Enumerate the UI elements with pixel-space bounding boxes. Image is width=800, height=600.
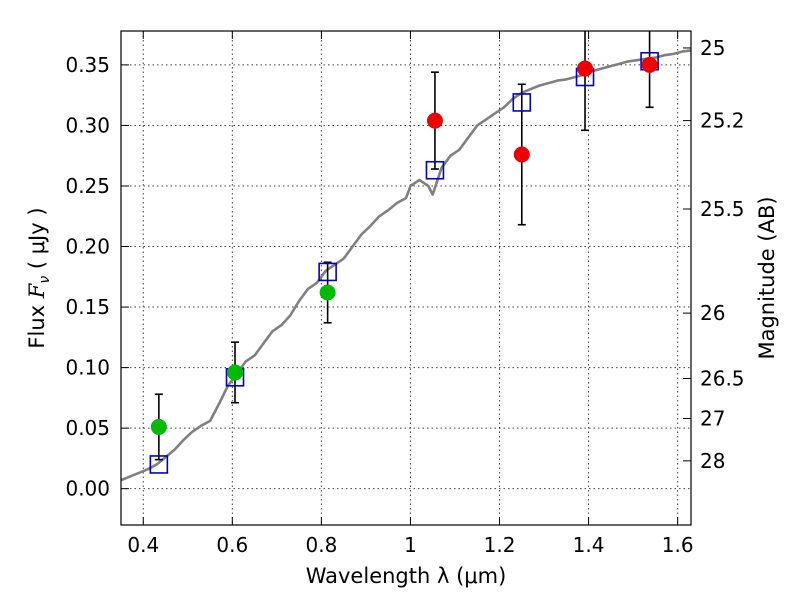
observed-point-red [426, 112, 443, 129]
y2-tick-label: 25.5 [700, 197, 745, 221]
observed-point-red [577, 60, 594, 77]
y-tick-label: 0.05 [65, 416, 110, 440]
x-tick-label: 1.2 [484, 533, 516, 557]
y-tick-label: 0.35 [65, 53, 110, 77]
y2-axis-label: Magnitude (AB) [755, 196, 779, 359]
axis-ticks: 0.4 0.6 0.8 1 1.2 1.4 1.6 0.00 0.05 0.10 0.15 0.20 0… [65, 31, 745, 557]
x-axis-label: Wavelength λ (μm) [306, 564, 507, 588]
observed-point-green [150, 418, 167, 435]
y-tick-label: 0.25 [65, 174, 110, 198]
data-layer [121, 31, 691, 482]
y-tick-label: 0.20 [65, 235, 110, 259]
y2-tick-label: 26 [700, 301, 725, 325]
observed-point-red [513, 146, 530, 163]
grid-lines [121, 31, 691, 525]
y-tick-label: 0.30 [65, 113, 110, 137]
model-spectrum-line [121, 49, 691, 482]
y-axis-label-var: F [25, 282, 49, 299]
y-tick-label: 0.10 [65, 356, 110, 380]
observed-point-red [641, 56, 658, 73]
model-band-square [512, 93, 532, 112]
y-axis-label-sub: ν [37, 276, 53, 284]
y-axis-label: Flux Fν ( μJy ) [25, 207, 53, 348]
model-band-square [149, 455, 169, 474]
plot-frame [120, 30, 692, 526]
observed-point-green [319, 284, 336, 301]
model-band-square [425, 160, 445, 180]
y-axis-label-unit: ( μJy ) [25, 207, 49, 275]
y2-tick-label: 26.5 [700, 366, 745, 390]
x-tick-label: 0.6 [216, 533, 248, 557]
x-tick-label: 1.4 [573, 533, 605, 557]
plot-background [121, 31, 691, 525]
x-tick-label: 0.4 [127, 533, 159, 557]
y-tick-label: 0.00 [65, 477, 110, 501]
y2-tick-label: 25 [700, 36, 725, 60]
x-tick-label: 0.8 [305, 533, 337, 557]
y-axis-label-prefix: Flux [25, 298, 49, 348]
y2-tick-label: 28 [700, 449, 725, 473]
observed-point-green [227, 364, 243, 381]
model-band-square [318, 262, 337, 282]
x-tick-label: 1 [404, 533, 417, 557]
y2-tick-label: 27 [700, 406, 725, 430]
y-tick-label: 0.15 [65, 295, 110, 319]
x-tick-label: 1.6 [662, 533, 694, 557]
y2-tick-label: 25.2 [700, 109, 745, 133]
